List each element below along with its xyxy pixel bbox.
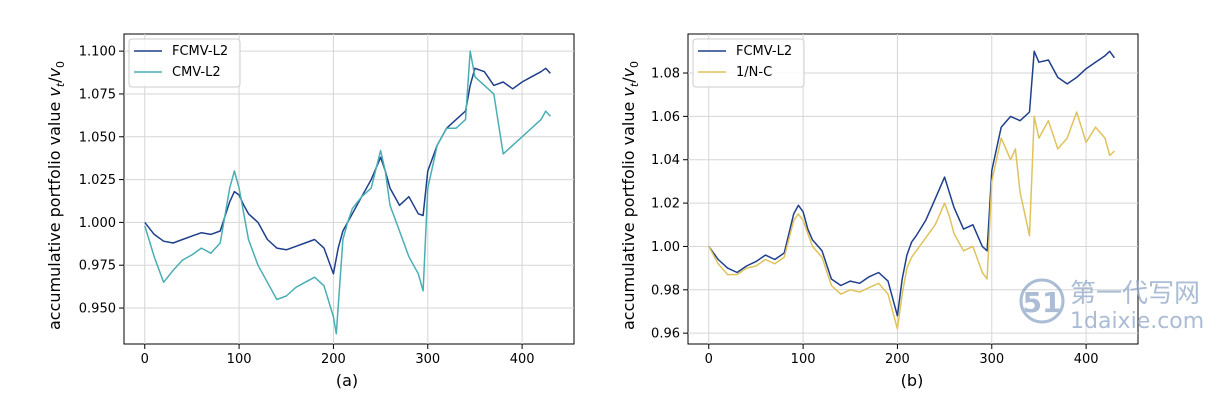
panel-a-ticks: 0 100 200 300 400 0.950 0.975 1.000 1.025 1.050 1.… xyxy=(79,45,535,367)
y-tick-label: 1.075 xyxy=(79,87,116,102)
y-tick-label: 1.08 xyxy=(651,67,680,82)
x-tick-label: 0 xyxy=(141,352,149,367)
y-tick-label: 1.050 xyxy=(79,130,116,145)
legend-b-label-1n: 1/N-C xyxy=(736,65,772,80)
y-tick-label: 0.975 xyxy=(79,259,116,274)
y-tick-label: 1.025 xyxy=(79,173,116,188)
panel-a-lines xyxy=(144,50,551,335)
y-tick-label: 1.00 xyxy=(651,240,680,255)
y-tick-label: 1.100 xyxy=(79,45,116,60)
legend-a-label-fcmv: FCMV-L2 xyxy=(172,44,228,59)
panel-a: 0 100 200 300 400 0.950 0.975 1.000 1.025 1.050 1.… xyxy=(45,33,575,390)
x-tick-label: 400 xyxy=(510,352,535,367)
panel-b-lines xyxy=(708,50,1116,330)
watermark-bottom-text: 1daixie.com xyxy=(1070,309,1204,334)
y-tick-label: 0.950 xyxy=(79,302,116,317)
watermark-logo: 51 xyxy=(1019,278,1065,324)
series-line-1-n-c xyxy=(708,111,1115,330)
x-tick-label: 300 xyxy=(415,352,440,367)
svg-text:accumulative portfolio value v: accumulative portfolio value vt/v0 xyxy=(45,61,67,330)
legend-a-label-cmv: CMV-L2 xyxy=(172,65,221,80)
panel-b-xlabel: (b) xyxy=(901,371,924,390)
x-tick-label: 300 xyxy=(979,352,1004,367)
watermark-logo-text: 51 xyxy=(1023,286,1062,319)
svg-text:accumulative portfolio value v: accumulative portfolio value vt/v0 xyxy=(619,61,641,330)
x-tick-label: 200 xyxy=(321,352,346,367)
panel-a-ylabel: accumulative portfolio value vt/v0 xyxy=(45,61,67,330)
x-tick-label: 400 xyxy=(1074,352,1099,367)
panel-b-ticks: 0 100 200 300 400 0.96 0.98 1.00 1.02 1.04 1.06 1.0… xyxy=(651,67,1098,367)
watermark: 51 第一代写网 1daixie.com xyxy=(1019,278,1204,334)
series-line-fcmv-l2 xyxy=(708,50,1116,317)
y-tick-label: 0.96 xyxy=(651,327,680,342)
x-tick-label: 100 xyxy=(791,352,816,367)
y-tick-label: 1.000 xyxy=(79,216,116,231)
panel-b-legend: FCMV-L2 1/N-C xyxy=(692,38,805,88)
x-tick-label: 200 xyxy=(885,352,910,367)
y-tick-label: 1.04 xyxy=(651,153,680,168)
x-tick-label: 100 xyxy=(227,352,252,367)
y-tick-label: 1.02 xyxy=(651,197,680,212)
y-tick-label: 0.98 xyxy=(651,283,680,298)
legend-b-label-fcmv: FCMV-L2 xyxy=(736,44,792,59)
y-tick-label: 1.06 xyxy=(651,110,680,125)
panel-b: 0 100 200 300 400 0.96 0.98 1.00 1.02 1.04 1.06 1.0… xyxy=(619,33,1139,390)
panel-a-legend: FCMV-L2 CMV-L2 xyxy=(128,38,241,88)
series-line-cmv-l2 xyxy=(144,50,551,335)
x-tick-label: 0 xyxy=(705,352,713,367)
panel-a-xlabel: (a) xyxy=(336,371,358,390)
watermark-top-text: 第一代写网 xyxy=(1070,279,1200,309)
panel-b-ylabel: accumulative portfolio value vt/v0 xyxy=(619,61,641,330)
